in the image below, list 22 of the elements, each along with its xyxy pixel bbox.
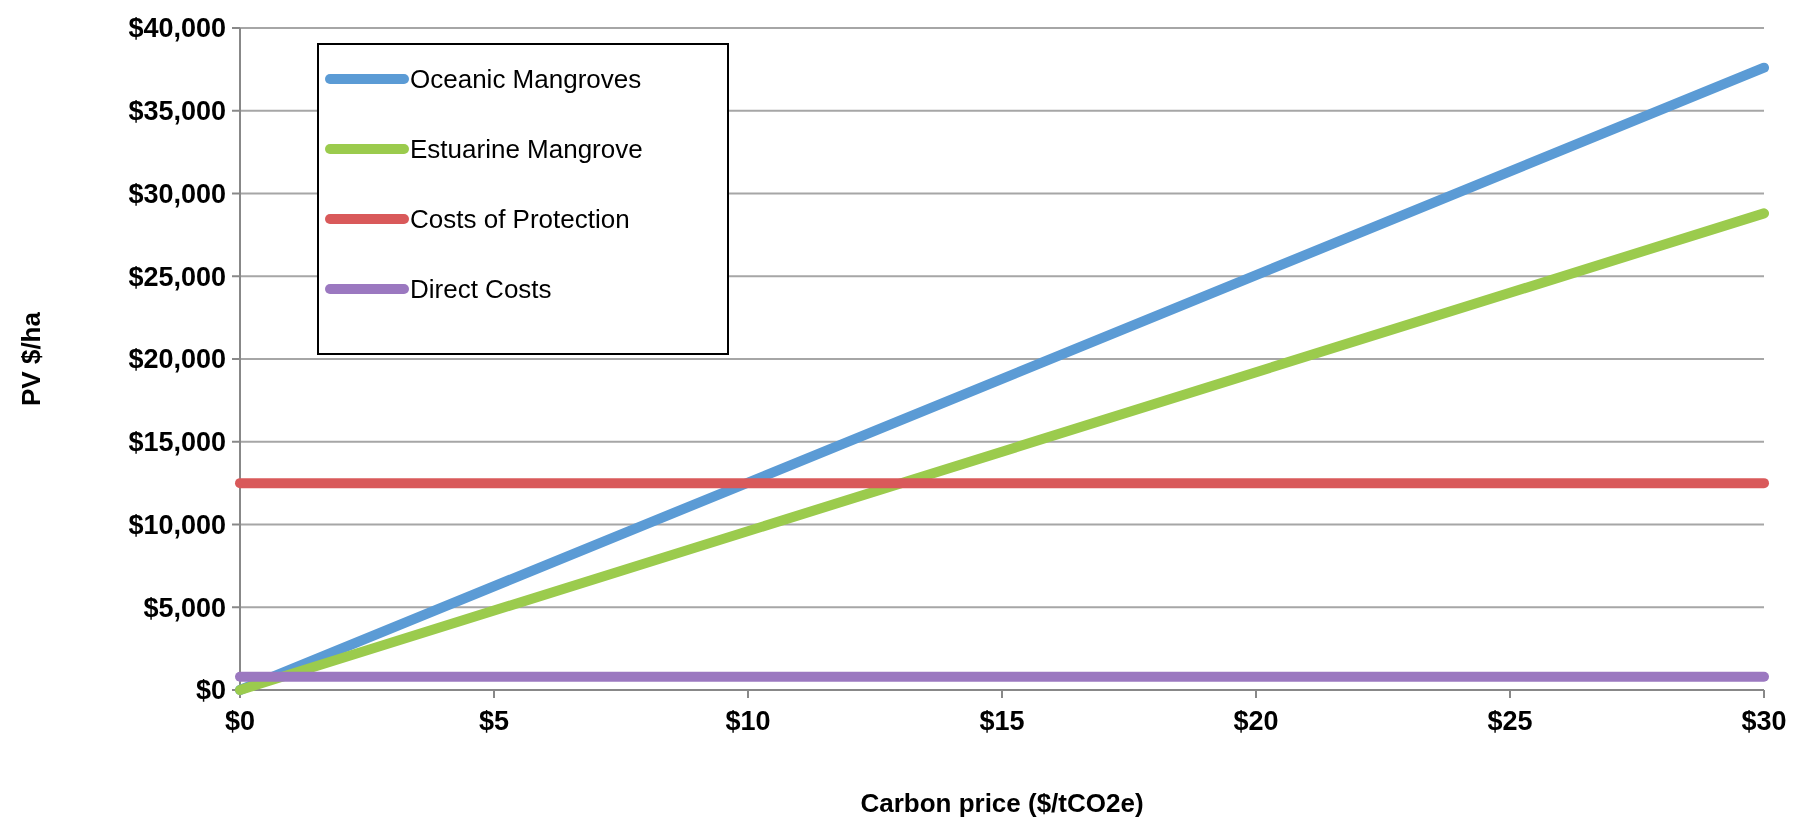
y-tick-label: $10,000 — [128, 509, 226, 540]
y-tick-label: $5,000 — [143, 592, 226, 623]
x-tick-label: $25 — [1487, 706, 1533, 736]
y-axis-title: PV $/ha — [16, 311, 46, 406]
x-tick-label: $15 — [979, 706, 1025, 736]
x-tick-label: $20 — [1233, 706, 1279, 736]
y-tick-label: $0 — [195, 675, 226, 706]
legend-label: Estuarine Mangrove — [410, 134, 643, 165]
y-tick-label: $30,000 — [128, 178, 226, 209]
y-tick-label: $35,000 — [128, 96, 226, 127]
x-tick-label: $10 — [725, 706, 771, 736]
x-axis-title: Carbon price ($/tCO2e) — [860, 788, 1144, 818]
legend-label: Oceanic Mangroves — [410, 64, 642, 95]
y-tick-label: $15,000 — [128, 427, 226, 458]
y-tick-label: $20,000 — [128, 344, 226, 375]
y-tick-label: $40,000 — [128, 13, 226, 44]
legend-label: Costs of Protection — [410, 204, 630, 235]
x-tick-label: $30 — [1741, 706, 1787, 736]
x-tick-label: $0 — [224, 706, 256, 736]
x-tick-label: $5 — [478, 706, 510, 736]
legend-label: Direct Costs — [410, 274, 552, 305]
y-tick-label: $25,000 — [128, 261, 226, 292]
